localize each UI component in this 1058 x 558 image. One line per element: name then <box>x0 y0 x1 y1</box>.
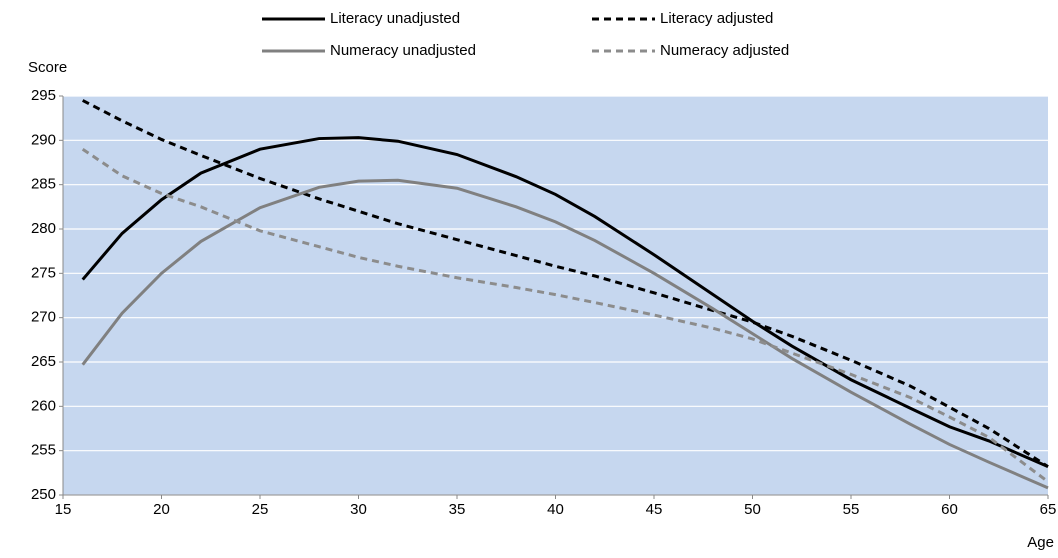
y-tick-label: 255 <box>31 442 56 459</box>
x-tick-label: 35 <box>449 501 466 518</box>
x-tick-label: 55 <box>843 501 860 518</box>
x-tick-label: 40 <box>547 501 564 518</box>
legend-label: Numeracy adjusted <box>660 42 789 59</box>
line-series <box>82 99 1049 468</box>
x-axis-label: Age <box>1027 534 1054 551</box>
y-tick-label: 295 <box>31 87 56 104</box>
y-axis-label: Score <box>28 59 67 76</box>
legend-label: Numeracy unadjusted <box>330 42 476 59</box>
x-tick-label: 50 <box>744 501 761 518</box>
y-tick-label: 285 <box>31 176 56 193</box>
line-series <box>81 136 1049 469</box>
line-series <box>81 147 1049 483</box>
y-tick-label: 260 <box>31 397 56 414</box>
y-tick-label: 250 <box>31 486 56 503</box>
x-tick-label: 20 <box>153 501 170 518</box>
legend-label: Literacy adjusted <box>660 10 773 27</box>
x-tick-label: 30 <box>350 501 367 518</box>
x-tick-label: 25 <box>252 501 269 518</box>
y-tick-label: 265 <box>31 353 56 370</box>
x-tick-label: 60 <box>941 501 958 518</box>
x-tick-label: 15 <box>55 501 72 518</box>
y-tick-label: 270 <box>31 309 56 326</box>
line-series <box>81 178 1049 490</box>
y-tick-label: 275 <box>31 264 56 281</box>
y-tick-label: 290 <box>31 131 56 148</box>
y-tick-label: 280 <box>31 220 56 237</box>
legend-label: Literacy unadjusted <box>330 10 460 27</box>
x-tick-label: 45 <box>646 501 663 518</box>
x-tick-label: 65 <box>1040 501 1057 518</box>
